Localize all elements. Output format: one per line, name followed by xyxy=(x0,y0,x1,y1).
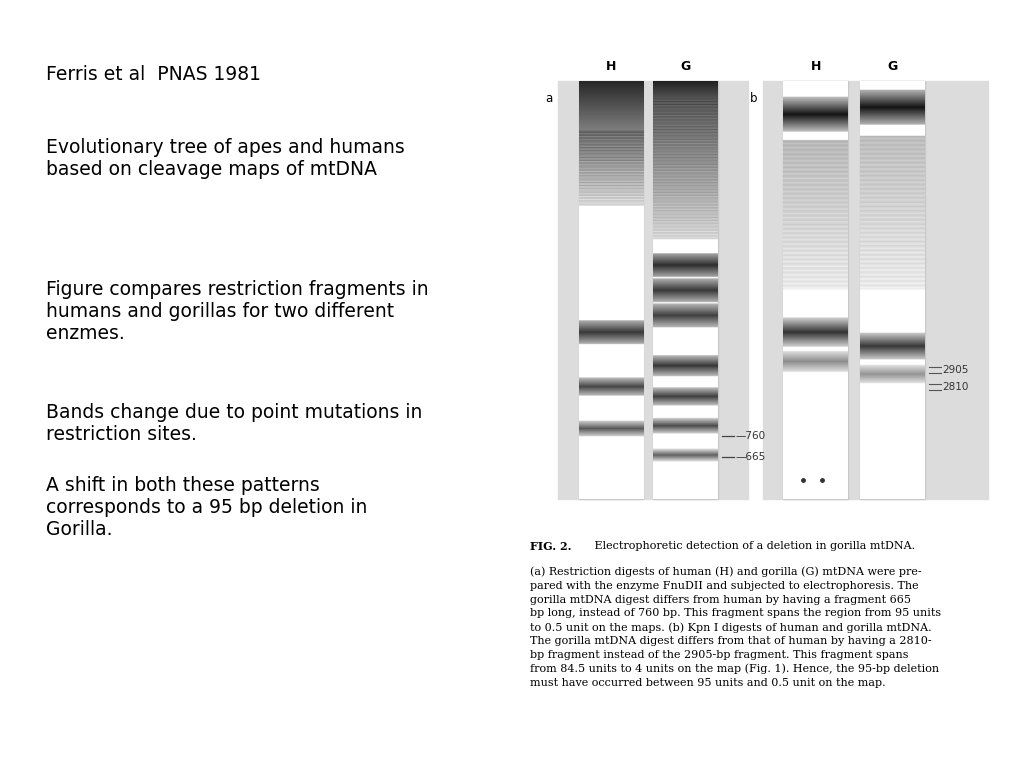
Text: Ferris et al  PNAS 1981: Ferris et al PNAS 1981 xyxy=(46,65,261,84)
Text: —760: —760 xyxy=(735,431,765,442)
Text: b: b xyxy=(751,92,758,105)
Text: (a) Restriction digests of human (H) and gorilla (G) mtDNA were pre-
pared with : (a) Restriction digests of human (H) and… xyxy=(530,567,941,688)
Text: A shift in both these patterns
corresponds to a 95 bp deletion in
Gorilla.: A shift in both these patterns correspon… xyxy=(46,476,368,539)
Bar xyxy=(763,81,988,499)
Bar xyxy=(783,81,848,499)
Text: Bands change due to point mutations in
restriction sites.: Bands change due to point mutations in r… xyxy=(46,403,423,444)
Bar xyxy=(653,81,718,499)
Text: H: H xyxy=(810,60,821,73)
Text: H: H xyxy=(605,60,616,73)
Text: —665: —665 xyxy=(735,452,766,462)
Text: Electrophoretic detection of a deletion in gorilla mtDNA.: Electrophoretic detection of a deletion … xyxy=(584,541,914,551)
Text: G: G xyxy=(887,60,898,73)
Text: FIG. 2.: FIG. 2. xyxy=(530,541,572,552)
Text: 2810: 2810 xyxy=(942,382,969,392)
Text: a: a xyxy=(546,92,553,105)
Text: 2905: 2905 xyxy=(942,365,969,376)
Text: G: G xyxy=(680,60,691,73)
Bar xyxy=(558,81,748,499)
Bar xyxy=(579,81,643,499)
Text: Figure compares restriction fragments in
humans and gorillas for two different
e: Figure compares restriction fragments in… xyxy=(46,280,429,343)
Text: Evolutionary tree of apes and humans
based on cleavage maps of mtDNA: Evolutionary tree of apes and humans bas… xyxy=(46,138,404,179)
Bar xyxy=(860,81,925,499)
